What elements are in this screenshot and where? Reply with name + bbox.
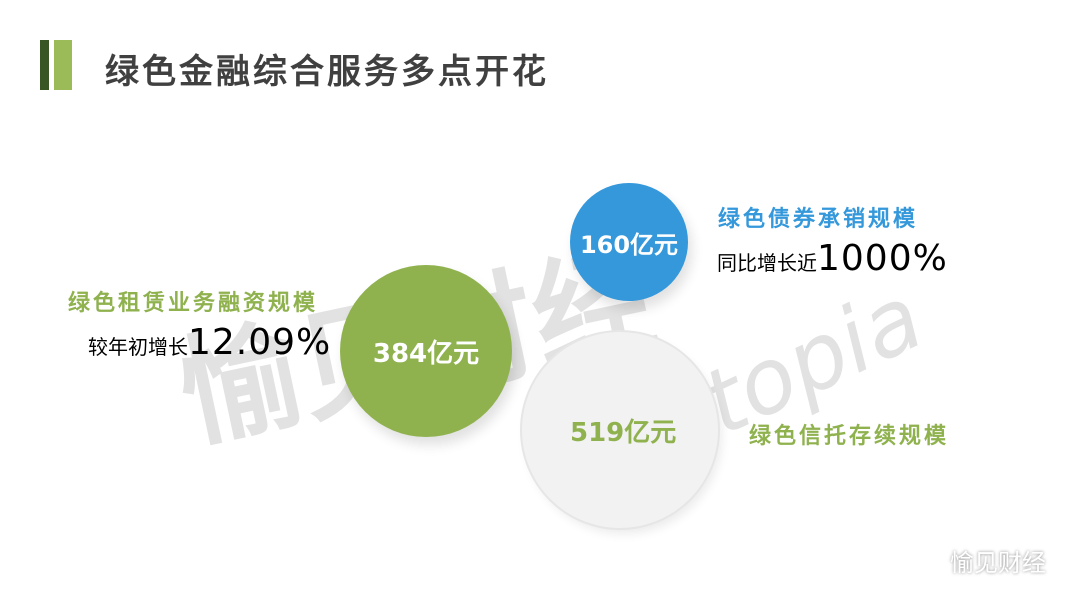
- title-accent-light: [54, 40, 72, 90]
- title-accent-dark: [40, 40, 49, 90]
- footer-brand: 愉见财经: [908, 543, 1046, 578]
- bond-label: 绿色债券承销规模: [718, 207, 919, 232]
- leasing-growth-prefix: 较年初增长: [88, 335, 188, 359]
- trust-value: 519亿元: [570, 417, 677, 448]
- wechat-icon: [908, 548, 942, 574]
- bond-value: 160亿元: [579, 230, 679, 259]
- circle-bond: 160亿元: [570, 183, 688, 301]
- page-title: 绿色金融综合服务多点开花: [105, 52, 549, 92]
- leasing-growth-value: 12.09%: [188, 322, 332, 363]
- bond-growth-prefix: 同比增长近: [717, 251, 817, 275]
- bond-growth: 同比增长近1000%: [717, 238, 948, 279]
- circle-leasing: 384亿元: [340, 265, 512, 437]
- leasing-value: 384亿元: [372, 338, 480, 369]
- leasing-growth: 较年初增长12.09%: [88, 322, 331, 363]
- circle-trust: 519亿元: [522, 332, 718, 528]
- bond-growth-value: 1000%: [817, 238, 948, 279]
- leasing-label: 绿色租赁业务融资规模: [68, 291, 319, 316]
- trust-label: 绿色信托存续规模: [749, 424, 950, 449]
- footer-brand-text: 愉见财经: [950, 549, 1046, 577]
